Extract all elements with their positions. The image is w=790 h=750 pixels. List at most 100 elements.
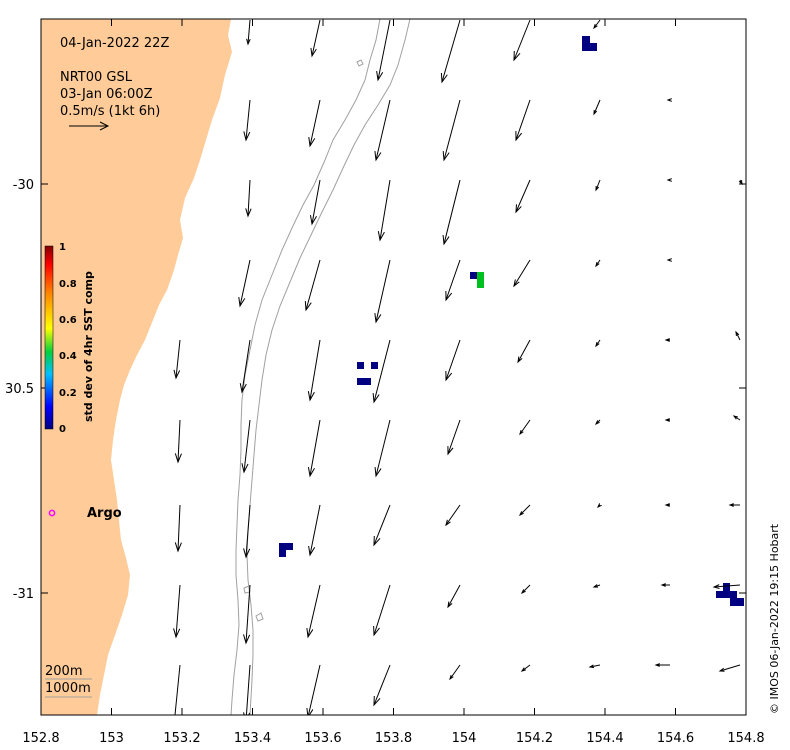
current-vector-head bbox=[306, 708, 314, 715]
current-vector bbox=[593, 99, 601, 115]
current-vector-head bbox=[372, 392, 380, 404]
current-vector-head bbox=[445, 370, 453, 382]
current-vector-head bbox=[174, 542, 182, 553]
land-coastline bbox=[41, 19, 232, 715]
current-vector-head bbox=[243, 131, 251, 142]
current-vector-head bbox=[519, 430, 524, 436]
colorbar-tick: 0.6 bbox=[59, 315, 77, 326]
current-vector-head bbox=[666, 98, 672, 102]
x-tick-label: 153 bbox=[99, 731, 124, 746]
current-vector bbox=[309, 339, 321, 401]
colorbar-tick: 0 bbox=[59, 424, 66, 435]
current-vector bbox=[443, 99, 461, 161]
current-vector-head bbox=[245, 208, 252, 218]
current-vector-head bbox=[517, 356, 523, 364]
y-tick-label: -30 bbox=[13, 178, 34, 193]
current-vector-head bbox=[173, 369, 181, 380]
argo-label: Argo bbox=[87, 506, 122, 521]
current-vectors bbox=[172, 19, 743, 725]
current-vector bbox=[174, 664, 181, 715]
seamount-contour bbox=[356, 59, 364, 67]
contour-1000m-label: 1000m bbox=[45, 681, 91, 696]
current-vector bbox=[305, 259, 321, 311]
current-vector bbox=[245, 504, 251, 558]
colorbar-tick: 1 bbox=[59, 242, 66, 253]
x-axis: 152.8 153 153.2 153.4 153.6 153.8 154 154.2 154.… bbox=[22, 19, 765, 746]
current-vector bbox=[245, 584, 251, 644]
current-vector bbox=[239, 259, 251, 307]
current-vector-head bbox=[520, 667, 526, 672]
current-vector bbox=[177, 504, 181, 552]
current-vector-head bbox=[664, 338, 670, 342]
current-vector bbox=[375, 99, 391, 161]
current-vector-head bbox=[588, 664, 595, 669]
current-vector-head bbox=[307, 467, 315, 478]
current-vector-head bbox=[666, 178, 672, 182]
x-tick-label: 154.4 bbox=[586, 731, 623, 746]
current-vector bbox=[241, 339, 251, 393]
y-tick-label: -31 bbox=[13, 587, 34, 602]
current-vector bbox=[247, 19, 251, 45]
current-vector-head bbox=[172, 716, 178, 725]
x-tick-label: 154.8 bbox=[727, 731, 764, 746]
current-vector bbox=[377, 19, 391, 81]
current-vector bbox=[247, 179, 251, 217]
seamount-contour bbox=[255, 612, 264, 622]
current-vector-head bbox=[173, 628, 181, 639]
x-tick-label: 154.6 bbox=[657, 731, 694, 746]
current-vector-head bbox=[518, 511, 524, 517]
current-vector-head bbox=[376, 71, 384, 82]
current-vector bbox=[309, 419, 321, 477]
current-vector-head bbox=[246, 38, 251, 46]
current-vector bbox=[243, 419, 251, 473]
current-vector-head bbox=[449, 675, 454, 681]
x-tick-label: 152.8 bbox=[22, 731, 59, 746]
current-vector-head bbox=[596, 503, 602, 509]
current-vector bbox=[735, 331, 741, 341]
x-tick-label: 153.8 bbox=[375, 731, 412, 746]
argo-float-marker bbox=[48, 509, 56, 517]
current-vector-head bbox=[373, 625, 380, 637]
current-vector bbox=[445, 504, 461, 526]
current-vector-head bbox=[377, 231, 385, 242]
x-tick-label: 154.2 bbox=[516, 731, 553, 746]
current-vector-head bbox=[442, 150, 450, 162]
current-vector-head bbox=[243, 548, 251, 559]
x-tick-label: 154 bbox=[452, 731, 477, 746]
current-vector bbox=[519, 504, 531, 516]
current-vector bbox=[175, 339, 181, 379]
current-vector bbox=[521, 584, 531, 594]
current-vector-head bbox=[595, 341, 600, 348]
current-vector bbox=[311, 179, 321, 225]
current-vector bbox=[379, 179, 391, 241]
current-vector bbox=[517, 339, 531, 363]
current-vector bbox=[245, 99, 251, 141]
current-vector bbox=[519, 419, 531, 435]
product-name: NRT00 GSL bbox=[60, 70, 133, 85]
current-vector bbox=[177, 419, 181, 463]
scale-arrow bbox=[69, 121, 110, 131]
colorbar-tick: 0.4 bbox=[59, 351, 77, 362]
colorbar: 0 0.2 0.4 0.6 0.8 1 std dev of 4hr SST c… bbox=[44, 242, 95, 435]
current-vector bbox=[521, 664, 531, 672]
current-vector bbox=[309, 504, 321, 556]
current-vector bbox=[375, 259, 391, 323]
current-vector-head bbox=[654, 663, 660, 667]
product-time: 03-Jan 06:00Z bbox=[60, 87, 153, 102]
contour-200m bbox=[230, 19, 381, 715]
current-vector-head bbox=[310, 47, 317, 58]
current-vector-head bbox=[666, 258, 672, 262]
current-vector-head bbox=[243, 634, 251, 645]
current-vector bbox=[513, 19, 531, 61]
sst-pixels bbox=[279, 36, 744, 606]
scale-label: 0.5m/s (1kt 6h) bbox=[60, 104, 160, 119]
current-vector bbox=[307, 584, 321, 638]
current-vector-head bbox=[241, 463, 249, 474]
current-vector bbox=[373, 584, 391, 636]
current-vector-head bbox=[712, 584, 720, 590]
current-vector-head bbox=[308, 137, 316, 148]
current-vector-head bbox=[374, 466, 382, 478]
current-vector-head bbox=[304, 300, 312, 312]
current-vector bbox=[373, 339, 391, 403]
